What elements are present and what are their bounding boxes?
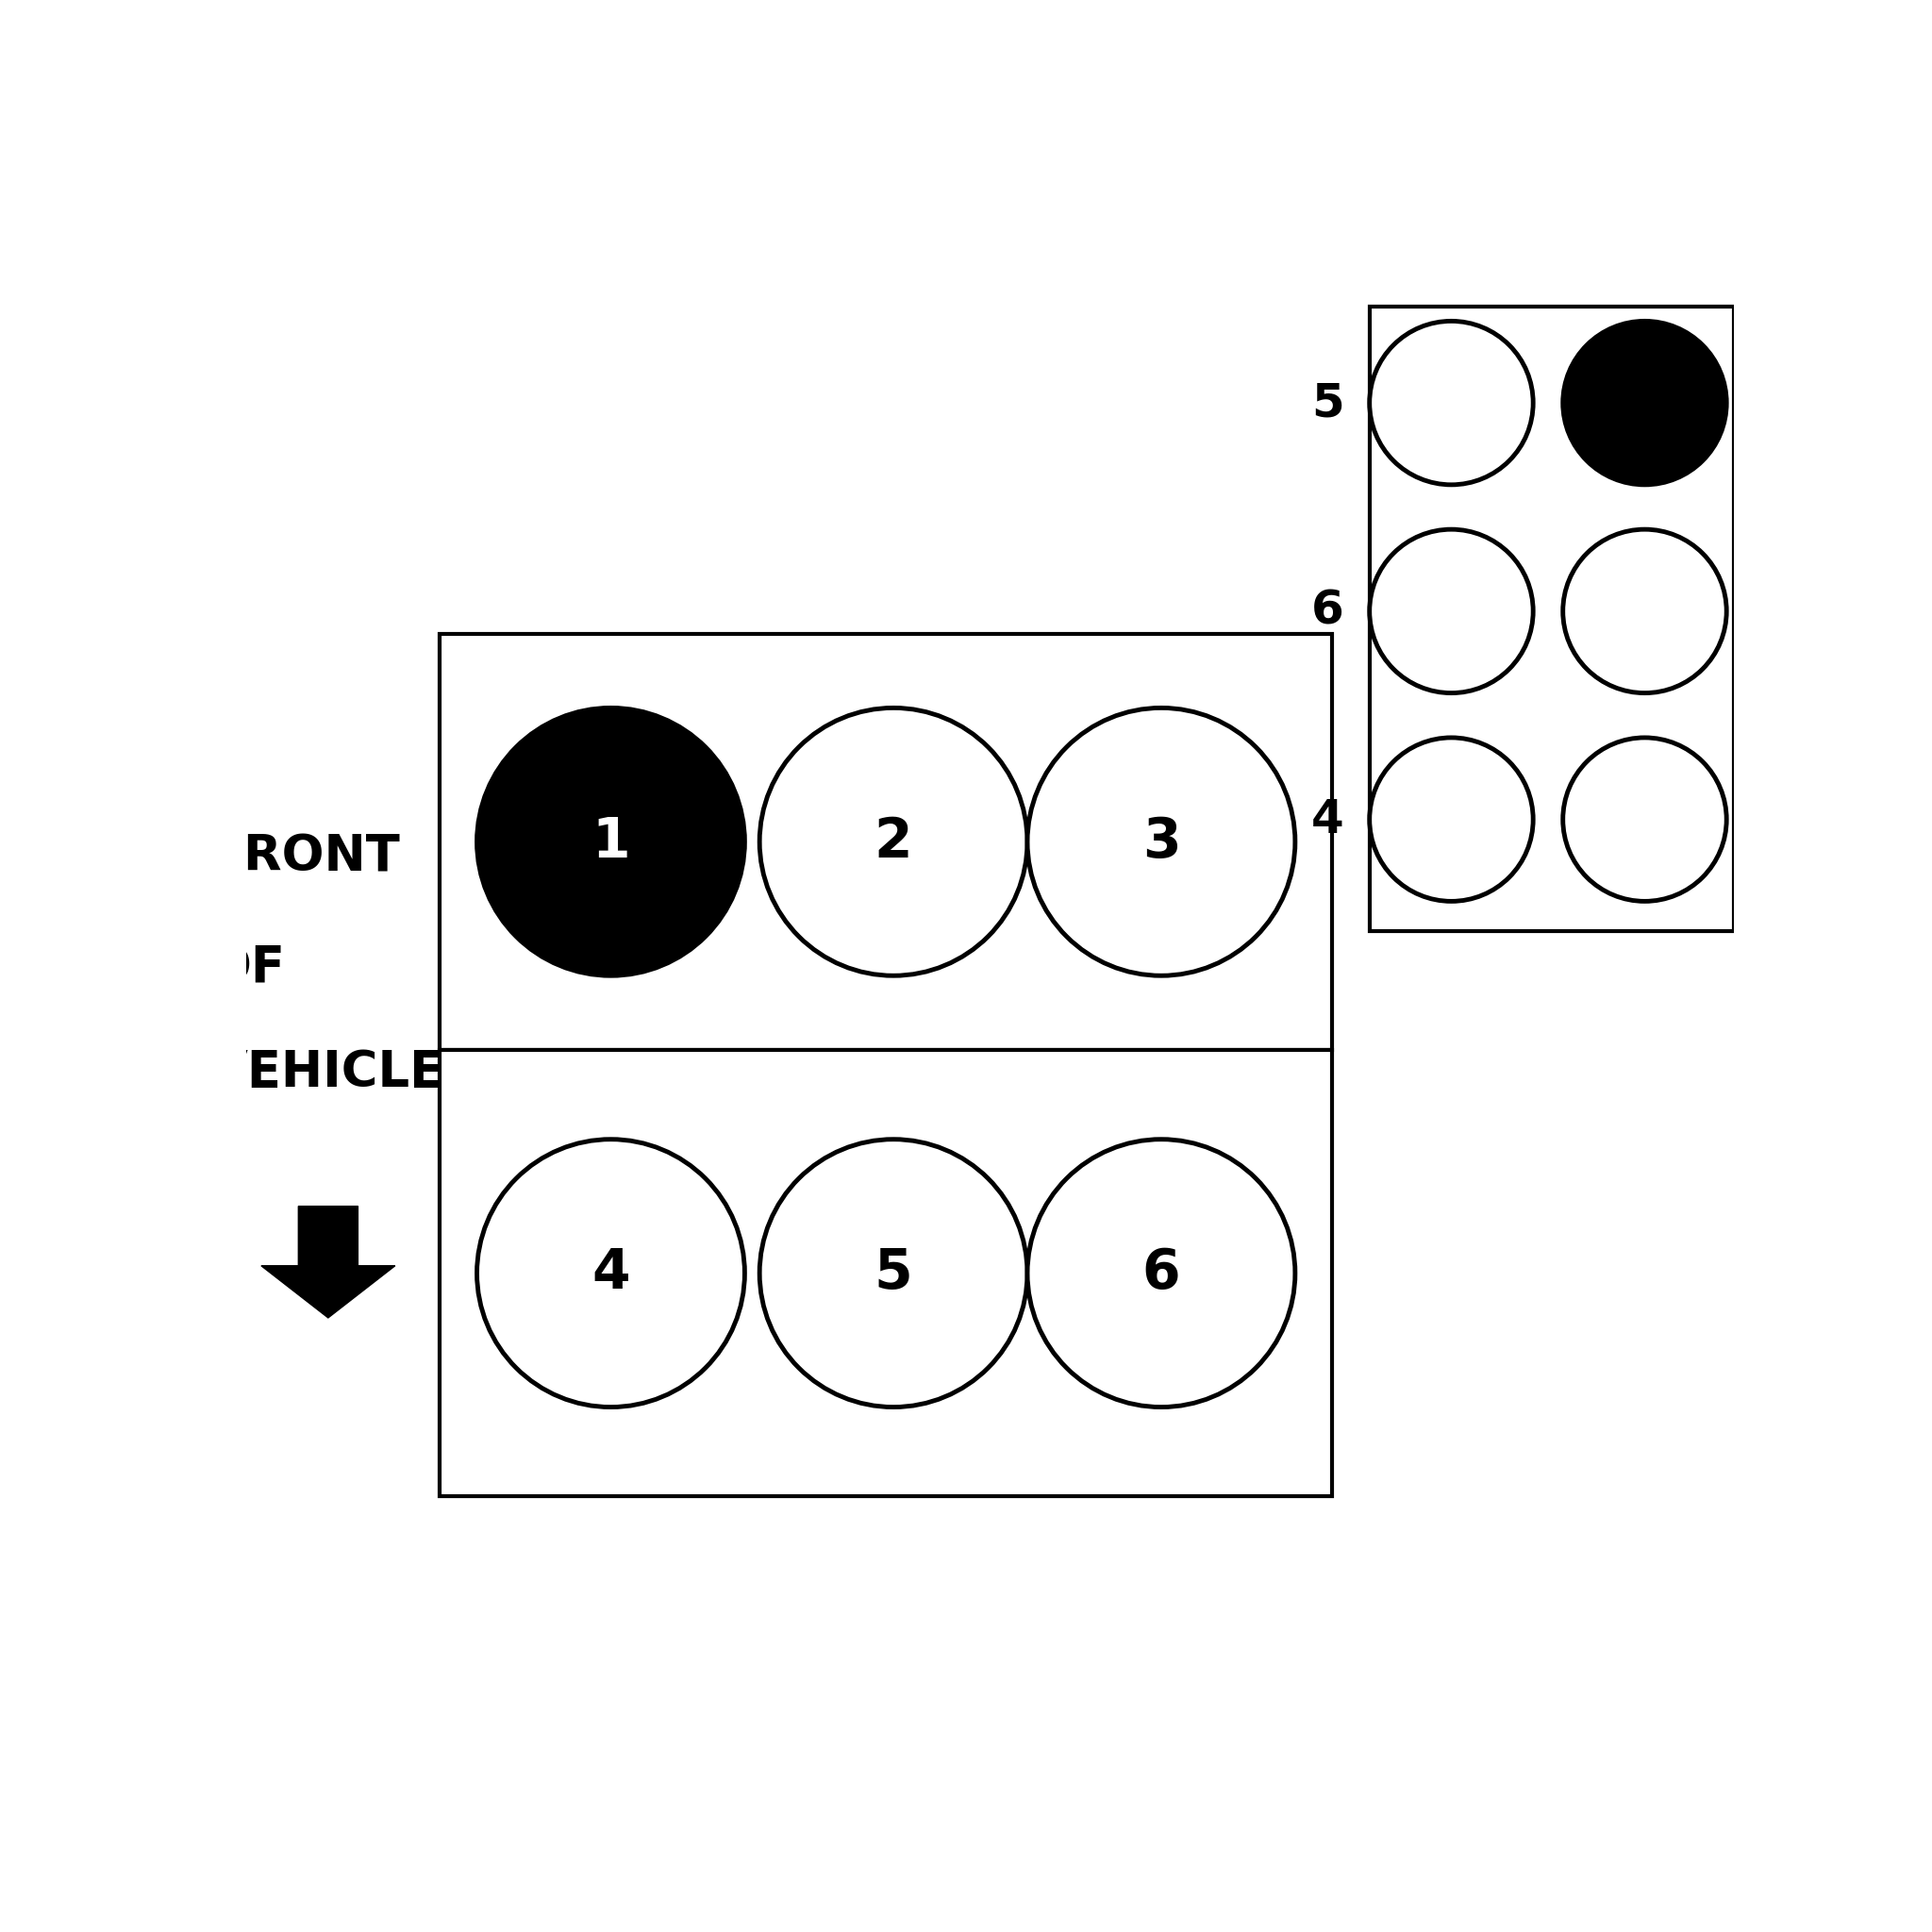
Text: 5: 5 (1312, 381, 1345, 425)
Text: 6: 6 (1142, 1246, 1180, 1300)
Circle shape (1563, 529, 1727, 694)
Text: 1: 1 (591, 815, 630, 869)
Text: OF: OF (209, 943, 286, 993)
Bar (440, 1051, 1333, 1495)
Text: 6: 6 (1312, 589, 1345, 634)
Circle shape (759, 1140, 1028, 1406)
Circle shape (1370, 529, 1534, 694)
Circle shape (1563, 738, 1727, 900)
Bar (1370, 307, 1735, 931)
Circle shape (1028, 707, 1294, 976)
Text: VEHICLE: VEHICLE (209, 1047, 444, 1097)
Circle shape (1370, 738, 1534, 900)
Text: 4: 4 (591, 1246, 630, 1300)
Circle shape (477, 707, 744, 976)
Bar (440, 634, 1333, 1051)
Text: 5: 5 (875, 1246, 912, 1300)
Circle shape (1370, 321, 1534, 485)
Text: FRONT: FRONT (209, 833, 400, 881)
Circle shape (759, 707, 1028, 976)
Text: 4: 4 (1312, 796, 1345, 842)
Text: 2: 2 (875, 815, 912, 869)
Circle shape (1563, 321, 1727, 485)
Circle shape (1028, 1140, 1294, 1406)
Text: 3: 3 (1142, 815, 1180, 869)
Polygon shape (261, 1206, 396, 1318)
Circle shape (477, 1140, 744, 1406)
